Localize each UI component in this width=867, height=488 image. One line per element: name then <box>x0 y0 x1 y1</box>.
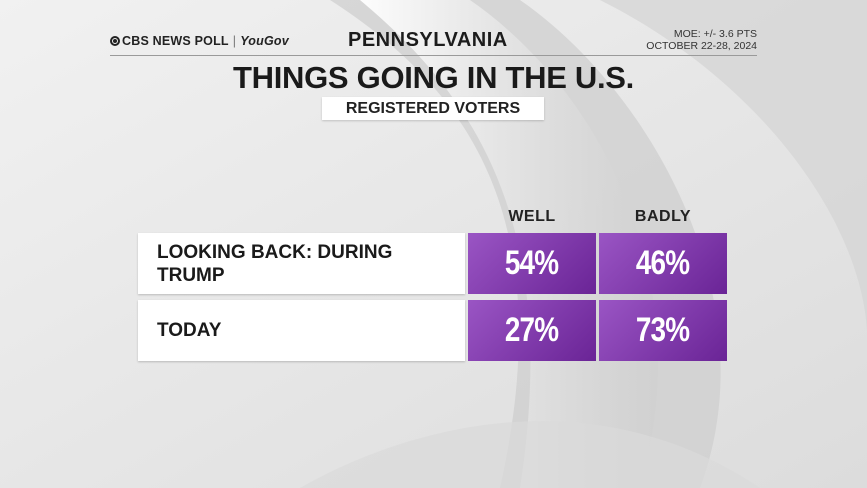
cell-value: 73% <box>636 311 690 349</box>
cell-value: 46% <box>636 244 690 282</box>
logo-separator: | <box>232 34 237 48</box>
poll-info: MOE: +/- 3.6 PTS OCTOBER 22-28, 2024 <box>646 28 757 52</box>
row-label: LOOKING BACK: DURING TRUMP <box>138 233 465 294</box>
row-label: TODAY <box>138 300 465 361</box>
cell-well: 27% <box>468 300 596 361</box>
column-header-badly: BADLY <box>634 208 692 225</box>
logo-text: CBS NEWS POLL <box>122 34 229 48</box>
yougov-logo: YouGov <box>240 34 289 48</box>
cell-badly: 73% <box>599 300 727 361</box>
poll-dates: OCTOBER 22-28, 2024 <box>646 40 757 52</box>
cell-value: 54% <box>505 244 559 282</box>
cell-badly: 46% <box>599 233 727 294</box>
chart-subtitle: REGISTERED VOTERS <box>322 97 544 120</box>
header-divider <box>110 55 757 56</box>
state-title: PENNSYLVANIA <box>348 29 508 51</box>
table-row: LOOKING BACK: DURING TRUMP 54% 46% <box>0 233 867 294</box>
chart-title: THINGS GOING IN THE U.S. <box>233 60 634 95</box>
margin-of-error: MOE: +/- 3.6 PTS <box>673 28 757 40</box>
cell-well: 54% <box>468 233 596 294</box>
table-row: TODAY 27% 73% <box>0 300 867 361</box>
column-header-well: WELL <box>508 208 556 225</box>
cbs-news-poll-logo: CBS NEWS POLL | YouGov <box>110 34 289 48</box>
cell-value: 27% <box>505 311 559 349</box>
cbs-eye-icon <box>110 36 120 46</box>
